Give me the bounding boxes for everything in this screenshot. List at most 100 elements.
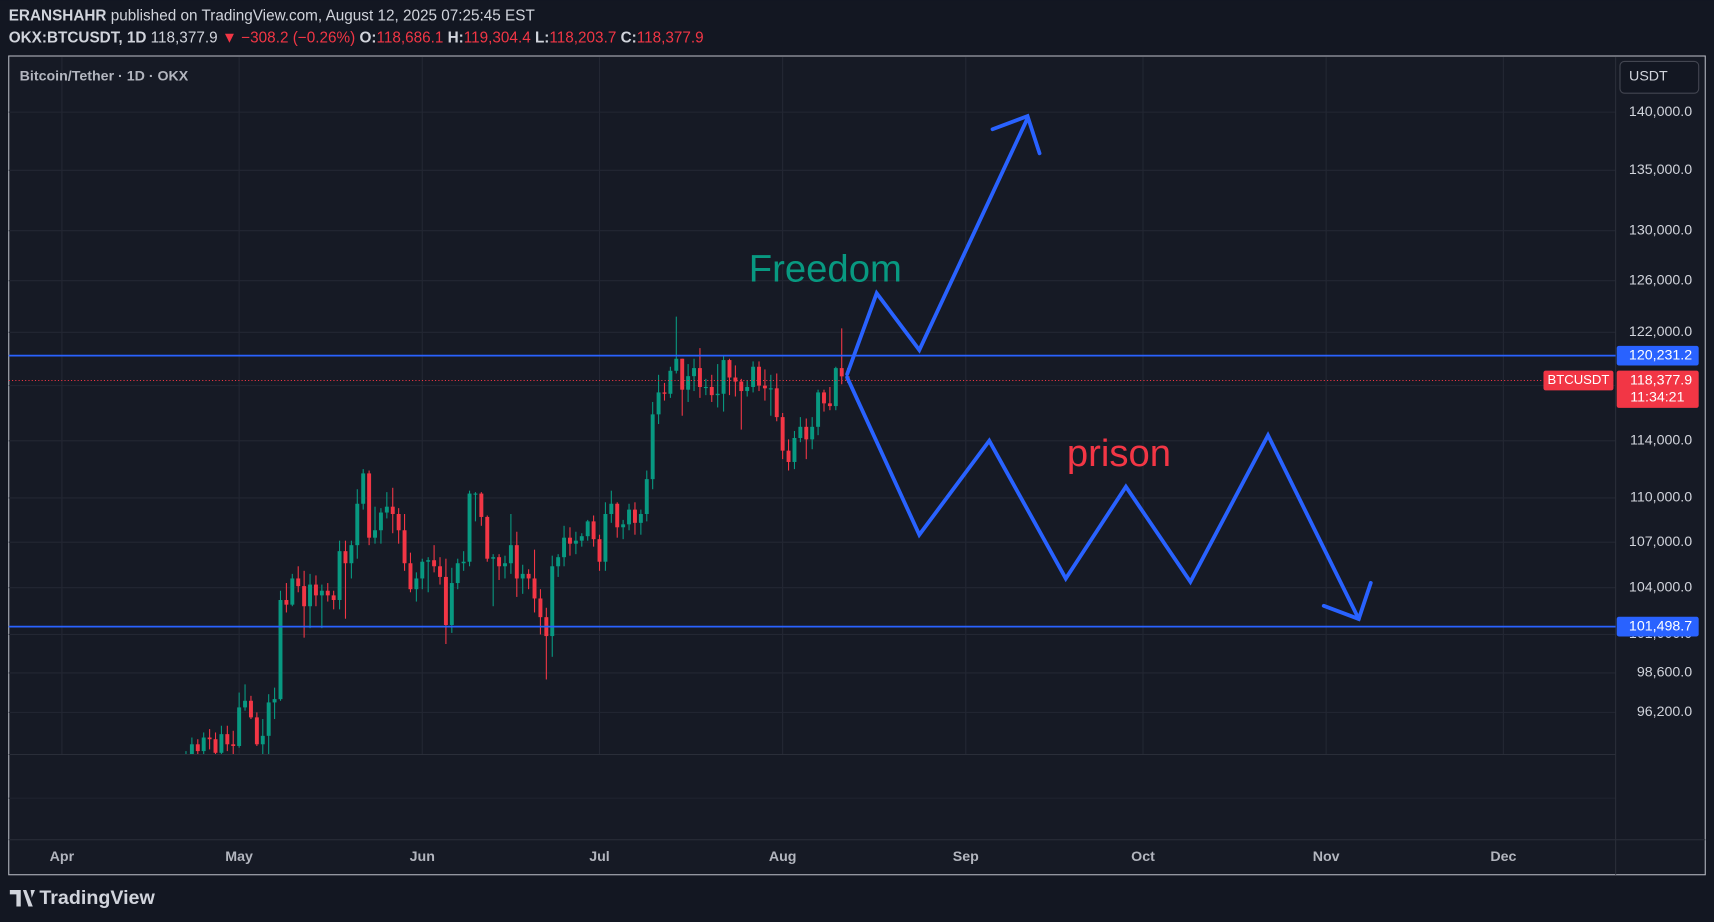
candle-body — [839, 368, 844, 377]
candle-body — [426, 560, 431, 562]
candle-body — [473, 493, 478, 495]
symbol: OKX:BTCUSDT, 1D — [9, 30, 147, 47]
candle-body — [644, 479, 649, 515]
candle-body — [207, 737, 212, 740]
candle-body — [260, 735, 265, 745]
candle-body — [278, 600, 283, 700]
symbol-tag-label: BTCUSDT — [1548, 372, 1610, 387]
y-tick-label: 98,600.0 — [1637, 665, 1692, 681]
chart-frame — [8, 55, 1706, 876]
candle-body — [562, 537, 567, 558]
candle-body — [727, 360, 732, 378]
candle-body — [721, 360, 726, 394]
currency-button[interactable] — [1619, 60, 1700, 94]
candle-body — [709, 386, 714, 396]
author: ERANSHAHR — [9, 8, 107, 25]
x-tick-label: Apr — [50, 849, 75, 865]
candle-body — [313, 584, 318, 596]
candle-body — [597, 539, 602, 562]
last-price-tag — [1616, 370, 1699, 408]
up-arrowhead — [990, 113, 1042, 156]
candle-body — [514, 545, 519, 579]
x-tick-label: May — [225, 849, 253, 865]
ohlc-value: 118,203.7 — [549, 30, 616, 47]
candle-body — [491, 557, 496, 559]
horizontal-line-label: 120,231.2 — [1629, 347, 1692, 363]
candle-body — [538, 598, 543, 618]
x-tick-label: Aug — [769, 849, 797, 865]
candle-body — [325, 590, 330, 596]
annotation-prison: prison — [1067, 432, 1171, 475]
candle-body — [225, 734, 230, 745]
candle-body — [768, 388, 773, 390]
annotation-freedom: Freedom — [749, 247, 902, 290]
candle-body — [680, 358, 685, 390]
candle-body — [585, 521, 590, 537]
candle-body — [402, 530, 407, 564]
candle-body — [189, 744, 194, 755]
candle-body — [733, 377, 738, 382]
candle-body — [390, 506, 395, 515]
candle-body — [833, 368, 838, 407]
y-tick-label: 122,000.0 — [1629, 324, 1692, 340]
candle-body — [373, 530, 377, 538]
brand: TradingView — [39, 887, 155, 909]
candle-body — [302, 586, 307, 607]
candle-body — [467, 493, 472, 562]
horizontal-line-label: 101,498.7 — [1629, 618, 1692, 634]
candle-body — [668, 370, 673, 394]
candle-body — [579, 536, 584, 541]
candle-body — [638, 514, 643, 523]
candle-body — [355, 503, 360, 546]
candle-body — [337, 551, 342, 601]
candle-body — [780, 417, 785, 451]
candle-body — [786, 450, 791, 462]
candle-body — [609, 503, 614, 515]
candle-body — [822, 392, 826, 404]
ohlc-value: 118,686.1 — [376, 30, 443, 47]
candle-body — [520, 573, 525, 579]
candle-body — [290, 578, 295, 605]
legend-title: Bitcoin/Tether · 1D · OKX — [20, 69, 189, 85]
y-tick-label: 140,000.0 — [1629, 104, 1692, 120]
candle-body — [266, 702, 271, 736]
candle-body — [414, 578, 419, 590]
horizontal-line-tag — [1616, 616, 1699, 637]
ohlc-key: C: — [621, 30, 637, 47]
candle-body — [632, 509, 637, 523]
x-tick-label: Jun — [410, 849, 435, 865]
countdown-label: 11:34:21 — [1630, 390, 1684, 406]
ohlc-key: O: — [359, 30, 376, 47]
candle-body — [455, 563, 460, 584]
candle-body — [751, 366, 756, 387]
candle-body — [556, 557, 561, 567]
x-tick-label: Jul — [589, 849, 610, 865]
y-tick-label: 110,000.0 — [1630, 490, 1692, 506]
candle-body — [503, 563, 507, 567]
last: 118,377.9 — [151, 30, 218, 47]
candle-body — [603, 514, 608, 562]
candle-body — [656, 392, 661, 415]
candle-body — [349, 545, 354, 564]
candle-body — [816, 392, 821, 427]
candle-body — [662, 392, 667, 394]
candle-body — [254, 717, 259, 745]
y-tick-label: 130,000.0 — [1629, 222, 1692, 238]
candle-body — [621, 524, 626, 528]
currency-label[interactable]: USDT — [1629, 69, 1668, 85]
candle-body — [384, 506, 389, 513]
candle-body — [231, 744, 236, 746]
candle-body — [615, 503, 620, 528]
header-line-2: OKX:BTCUSDT, 1D 118,377.9 ▼ −308.2 (−0.2… — [9, 30, 704, 47]
candle-body — [479, 493, 484, 517]
y-tick-label: 107,000.0 — [1629, 534, 1692, 550]
ohlc-key: L: — [535, 30, 549, 47]
candle-body — [686, 376, 691, 390]
candle-body — [798, 426, 803, 438]
candle-body — [237, 707, 242, 746]
candle-body — [284, 600, 289, 605]
candle-body — [762, 385, 767, 389]
candle-body — [739, 381, 744, 392]
candle-body — [573, 540, 578, 544]
y-tick-label: 96,200.0 — [1637, 704, 1692, 720]
